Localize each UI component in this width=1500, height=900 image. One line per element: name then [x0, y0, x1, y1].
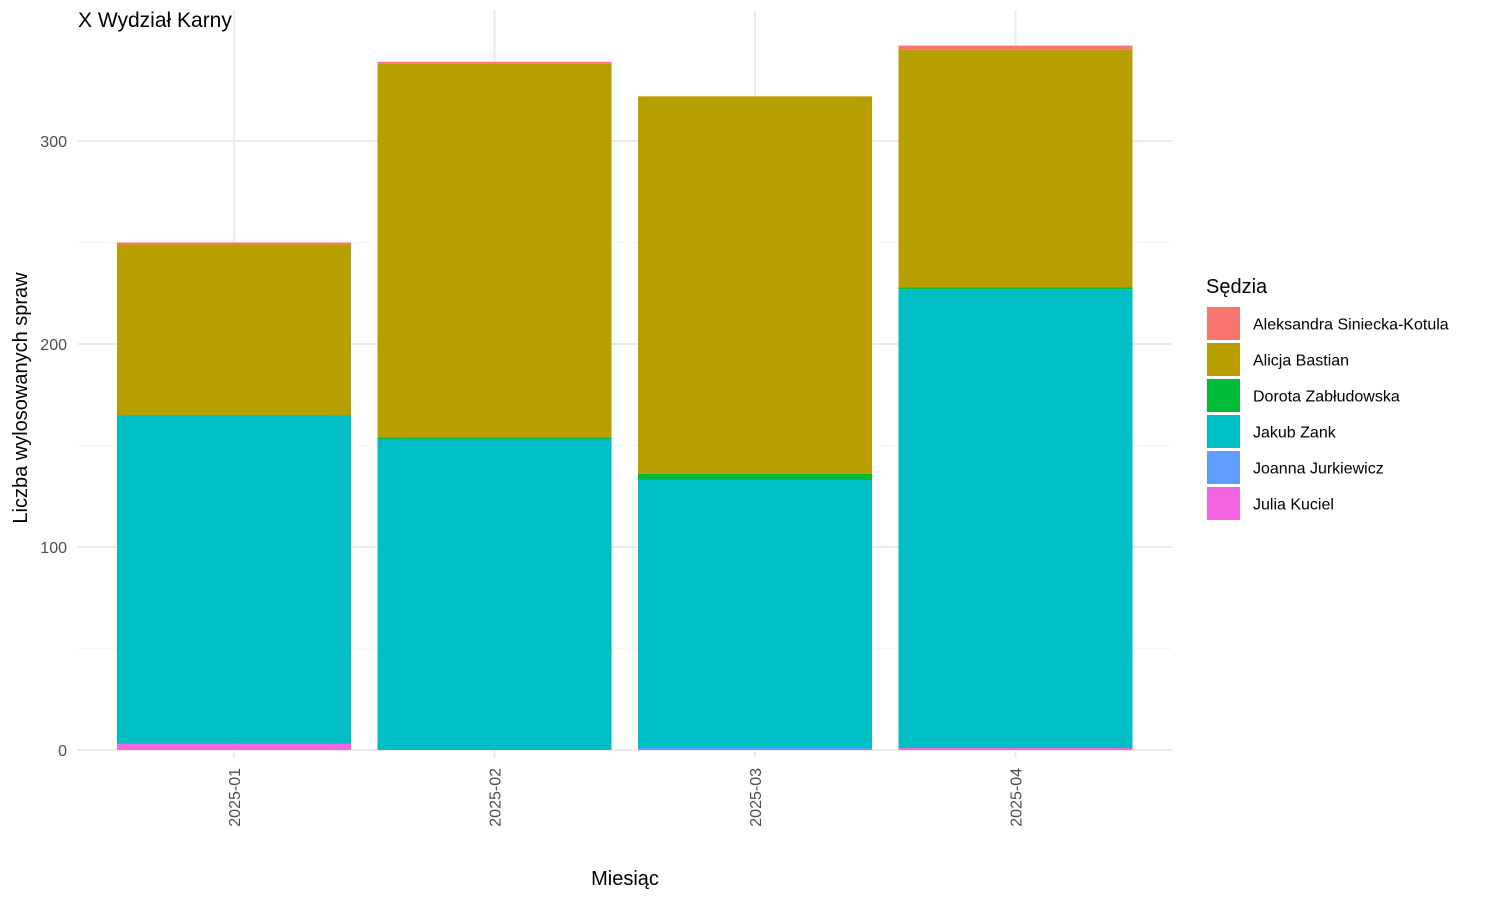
- legend-key: [1207, 415, 1240, 448]
- chart-title: X Wydział Karny: [78, 9, 232, 32]
- x-tick-label: 2025-01: [227, 768, 244, 827]
- legend-label: Julia Kuciel: [1253, 497, 1334, 514]
- legend-label: Alicja Bastian: [1253, 353, 1349, 370]
- legend-key: [1207, 307, 1240, 340]
- x-tick-label: 2025-02: [488, 768, 505, 827]
- legend-label: Aleksandra Siniecka-Kotula: [1253, 317, 1449, 334]
- y-tick-label: 100: [40, 540, 67, 557]
- legend-key: [1207, 451, 1240, 484]
- bar-segment: [898, 747, 1133, 750]
- bar-segment: [638, 473, 872, 481]
- bar-segment: [377, 437, 612, 440]
- bars: [117, 45, 1133, 750]
- bar-segment: [898, 49, 1133, 288]
- bar-segment: [117, 242, 351, 245]
- bar-segment: [898, 287, 1133, 290]
- bar-segment: [638, 96, 872, 474]
- bar-segment: [117, 415, 351, 744]
- legend-title: Sędzia: [1206, 276, 1268, 298]
- x-axis-ticks: 2025-01 2025-02 2025-03 2025-04: [227, 768, 1026, 827]
- legend-key: [1207, 343, 1240, 376]
- y-tick-label: 0: [58, 743, 67, 760]
- x-axis-title: Miesiąc: [591, 868, 659, 890]
- legend-label: Dorota Zabłudowska: [1253, 389, 1400, 406]
- legend-key: [1207, 379, 1240, 412]
- legend-items: Aleksandra Siniecka-Kotula Alicja Bastian…: [1207, 307, 1449, 520]
- y-axis-title: Liczba wylosowanych spraw: [10, 272, 32, 524]
- bar-segment: [117, 743, 351, 750]
- bar-segment: [377, 61, 612, 64]
- bar-segment: [638, 480, 872, 748]
- legend: Sędzia Aleksandra Siniecka-Kotula Alicja …: [1206, 276, 1449, 520]
- x-tick-label: 2025-03: [748, 768, 765, 827]
- y-tick-label: 300: [40, 134, 67, 151]
- bar-segment: [377, 63, 612, 438]
- y-axis-ticks: 0 100 200 300: [40, 134, 67, 760]
- bar-segment: [117, 244, 351, 416]
- legend-label: Joanna Jurkiewicz: [1253, 461, 1384, 478]
- legend-label: Jakub Zank: [1253, 425, 1337, 442]
- bar-segment: [898, 289, 1133, 748]
- bar-segment: [377, 439, 612, 750]
- bar-segment: [898, 45, 1133, 50]
- x-tick-label: 2025-04: [1009, 768, 1026, 827]
- y-tick-label: 200: [40, 337, 67, 354]
- bar-segment: [638, 747, 872, 750]
- legend-key: [1207, 487, 1240, 520]
